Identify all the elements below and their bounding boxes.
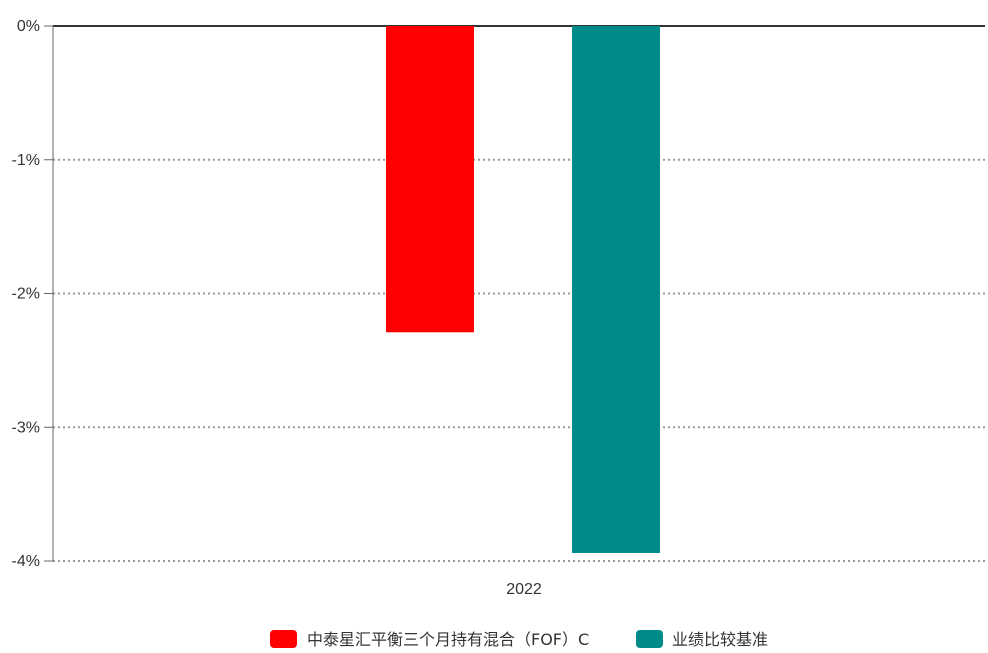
legend-swatch — [270, 630, 297, 648]
y-tick-label: -1% — [12, 152, 40, 169]
legend-swatch — [636, 630, 663, 648]
legend-item-1[interactable]: 中泰星汇平衡三个月持有混合（FOF）C — [270, 630, 589, 649]
legend-label: 业绩比较基准 — [672, 630, 768, 649]
legend[interactable]: 中泰星汇平衡三个月持有混合（FOF）C 业绩比较基准 — [270, 630, 768, 649]
legend-item-2[interactable]: 业绩比较基准 — [636, 630, 768, 649]
y-tick-label: 0% — [17, 18, 40, 35]
legend-label: 中泰星汇平衡三个月持有混合（FOF）C — [307, 630, 589, 649]
y-tick-label: -3% — [12, 419, 40, 436]
grid-lines — [53, 25, 985, 562]
bar-series-2[interactable] — [572, 26, 660, 553]
bar-series-1[interactable] — [386, 26, 474, 333]
bars — [386, 26, 660, 553]
y-axis: 0% -1% -2% -3% -4% — [12, 18, 54, 570]
x-tick-label: 2022 — [506, 581, 542, 598]
x-axis: 2022 — [506, 581, 542, 598]
y-tick-label: -2% — [12, 286, 40, 303]
y-tick-label: -4% — [12, 553, 40, 570]
